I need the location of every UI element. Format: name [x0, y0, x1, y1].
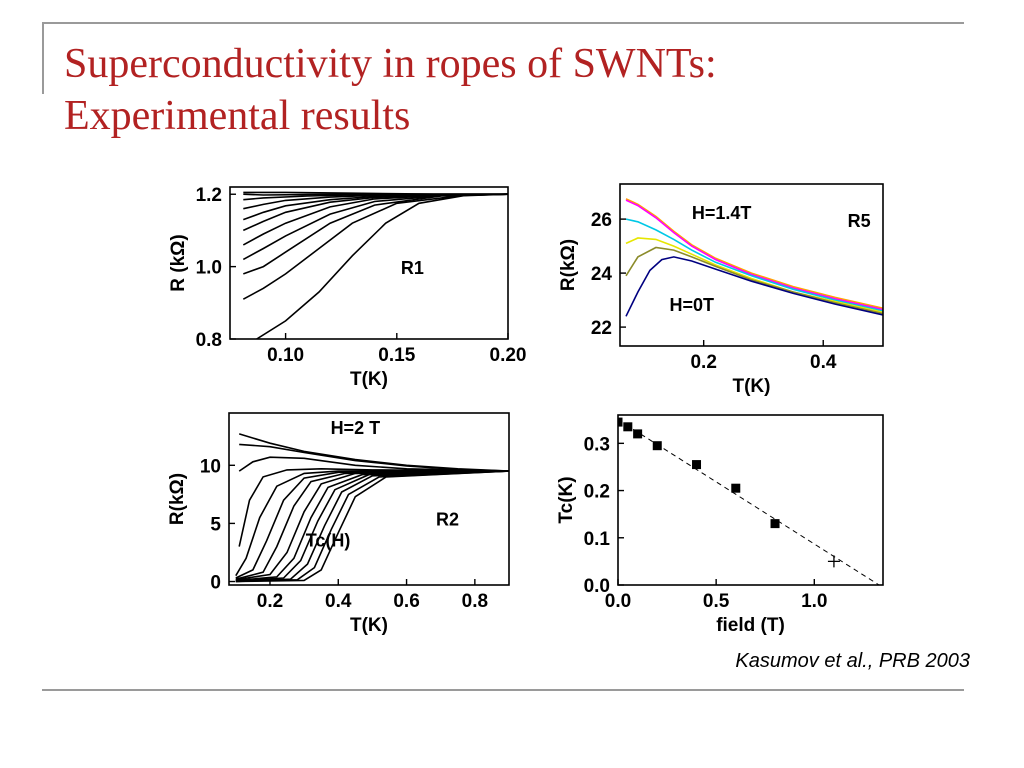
series-line-5 [235, 470, 509, 577]
series-line-3 [238, 456, 509, 472]
data-point [731, 483, 741, 493]
y-tick-label: 0.3 [584, 434, 610, 455]
y-tick-label: 0.0 [584, 576, 610, 597]
x-tick-label: 0.4 [325, 591, 352, 612]
annotation: R5 [848, 211, 871, 231]
data-point [618, 417, 623, 427]
y-tick-label: 22 [591, 318, 612, 339]
series-line-9 [235, 470, 509, 582]
x-tick-label: 0.0 [605, 591, 631, 612]
y-axis-label: R (kΩ) [168, 234, 189, 291]
x-tick-label: 0.10 [267, 345, 304, 366]
x-tick-label: 0.6 [393, 591, 419, 612]
series-line-13 [235, 470, 509, 583]
series-line-2 [625, 199, 883, 311]
series-line-6 [625, 256, 883, 317]
series-line-10 [235, 470, 509, 582]
x-axis-label: field (T) [716, 615, 785, 636]
y-tick-label: 24 [591, 264, 613, 285]
plot-frame [617, 414, 884, 586]
y-tick-label: 5 [210, 514, 221, 535]
slide-frame-bottom [42, 689, 964, 691]
y-axis-label: R(kΩ) [167, 473, 188, 525]
plot-frame [619, 183, 884, 347]
plot-area [625, 198, 883, 317]
series-line-5 [625, 246, 883, 315]
y-tick-label: 1.0 [196, 258, 222, 279]
plot-area [242, 191, 508, 339]
x-tick-label: 0.2 [690, 352, 716, 373]
y-tick-label: 0.8 [196, 330, 222, 351]
y-tick-label: 0.1 [584, 529, 611, 550]
x-tick-label: 1.0 [801, 591, 827, 612]
data-point [652, 441, 662, 451]
data-point [633, 429, 643, 439]
citation: Kasumov et al., PRB 2003 [735, 650, 970, 672]
x-axis-label: T(K) [350, 369, 388, 390]
plot-area [618, 417, 880, 585]
fit-line [618, 419, 880, 585]
x-tick-label: 0.15 [378, 345, 415, 366]
annotation: R1 [401, 258, 424, 278]
y-tick-label: 10 [200, 456, 221, 477]
x-tick-label: 0.8 [462, 591, 488, 612]
annotation: H=1.4T [692, 203, 752, 223]
data-point [770, 519, 780, 529]
plot-frame [228, 412, 510, 586]
y-tick-label: 0.2 [584, 482, 610, 503]
series-line-8 [235, 470, 509, 581]
x-axis-label: T(K) [733, 376, 771, 397]
y-tick-label: 1.2 [196, 185, 222, 206]
x-tick-label: 0.5 [703, 591, 730, 612]
x-tick-label: 0.2 [257, 591, 283, 612]
series-line-4 [238, 467, 509, 547]
x-tick-label: 0.4 [810, 352, 837, 373]
series-line-9 [243, 193, 508, 275]
series-line-3 [625, 218, 883, 312]
annotation: Tc(H) [306, 531, 351, 551]
annotation: H=2 T [331, 418, 381, 438]
slide-title-line-2: Experimental results [64, 93, 411, 139]
annotation: H=0T [669, 295, 714, 315]
slide-title: Superconductivity in ropes of SWNTs: Exp… [64, 38, 964, 142]
annotation: R2 [436, 510, 459, 530]
plot-frame [229, 186, 509, 340]
data-point [692, 460, 702, 470]
slide-title-line-1: Superconductivity in ropes of SWNTs: [64, 41, 717, 87]
series-line-1 [625, 198, 883, 309]
y-axis-label: Tc(K) [556, 476, 577, 523]
cross-marker [827, 555, 840, 568]
plot-area [235, 433, 509, 583]
slide-frame-top [42, 22, 964, 24]
y-axis-label: R(kΩ) [558, 239, 579, 291]
data-point [623, 422, 633, 432]
x-tick-label: 0.20 [490, 345, 527, 366]
series-line-6 [235, 470, 509, 579]
series-line-10 [242, 193, 508, 300]
series-line-7 [235, 470, 509, 580]
x-axis-label: T(K) [350, 615, 388, 636]
series-line-11 [256, 193, 508, 339]
y-tick-label: 0 [210, 573, 221, 594]
slide-frame-left [42, 22, 44, 94]
y-tick-label: 26 [591, 210, 612, 231]
